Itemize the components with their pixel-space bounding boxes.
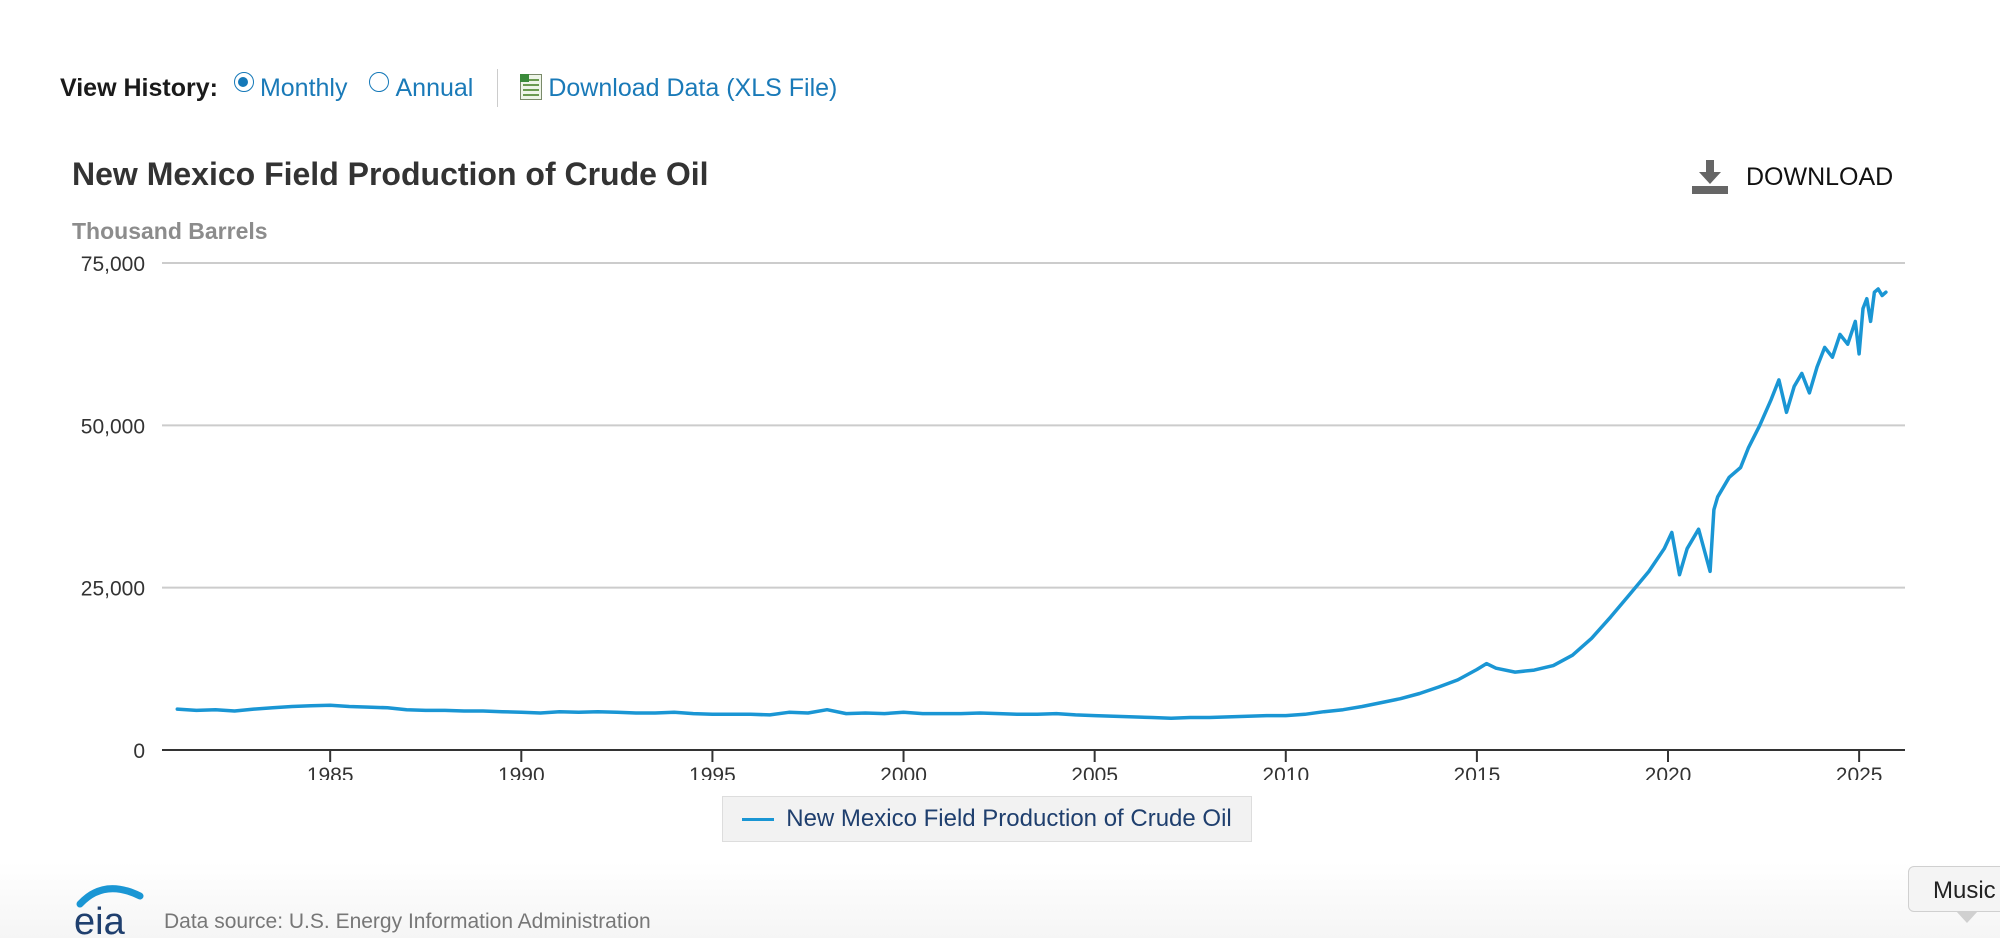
chart-title: New Mexico Field Production of Crude Oil — [72, 156, 709, 192]
view-history-bar: View History: Monthly Annual Download Da… — [60, 68, 837, 108]
download-button-label: DOWNLOAD — [1746, 162, 1894, 191]
view-history-label: View History: — [60, 73, 218, 102]
monthly-radio[interactable] — [233, 72, 254, 92]
x-tick-label: 2005 — [1071, 764, 1118, 780]
x-tick-label: 2015 — [1454, 764, 1501, 780]
footer-band — [0, 862, 2000, 938]
y-tick-label: 0 — [133, 740, 145, 763]
x-tick-label: 2025 — [1836, 764, 1883, 780]
eia-logo[interactable]: eia — [74, 880, 144, 941]
divider — [497, 69, 499, 107]
x-tick-label: 2010 — [1262, 764, 1309, 780]
eia-logo-text: eia — [74, 901, 126, 936]
y-tick-label: 75,000 — [81, 253, 145, 276]
legend-label: New Mexico Field Production of Crude Oil — [786, 805, 1232, 832]
annual-option[interactable]: Annual — [395, 73, 474, 102]
y-tick-label: 50,000 — [81, 415, 145, 438]
download-button[interactable]: DOWNLOAD — [1692, 160, 1893, 194]
x-tick-label: 1995 — [689, 764, 736, 780]
series-line — [175, 287, 1888, 720]
y-tick-label: 25,000 — [81, 578, 145, 601]
x-tick-label: 2000 — [880, 764, 927, 780]
x-tick-label: 2020 — [1645, 764, 1692, 780]
legend-swatch — [742, 817, 775, 821]
x-tick-label: 1985 — [307, 764, 354, 780]
monthly-option[interactable]: Monthly — [259, 73, 348, 102]
download-xls-link[interactable]: Download Data (XLS File) — [548, 73, 838, 102]
tooltip-arrow — [1956, 911, 1978, 923]
download-icon — [1692, 160, 1728, 194]
y-axis-units: Thousand Barrels — [72, 218, 268, 244]
tooltip: Music — [1908, 866, 2000, 912]
x-tick-label: 1990 — [498, 764, 545, 780]
line-chart: 0 25,000 50,000 75,000 1985 1990 1995 2000 2005 2… — [81, 253, 1905, 780]
data-source: Data source: U.S. Energy Information Adm… — [164, 910, 651, 933]
legend[interactable]: New Mexico Field Production of Crude Oil — [722, 796, 1252, 842]
annual-radio[interactable] — [369, 72, 390, 92]
xls-file-icon[interactable] — [520, 74, 543, 100]
